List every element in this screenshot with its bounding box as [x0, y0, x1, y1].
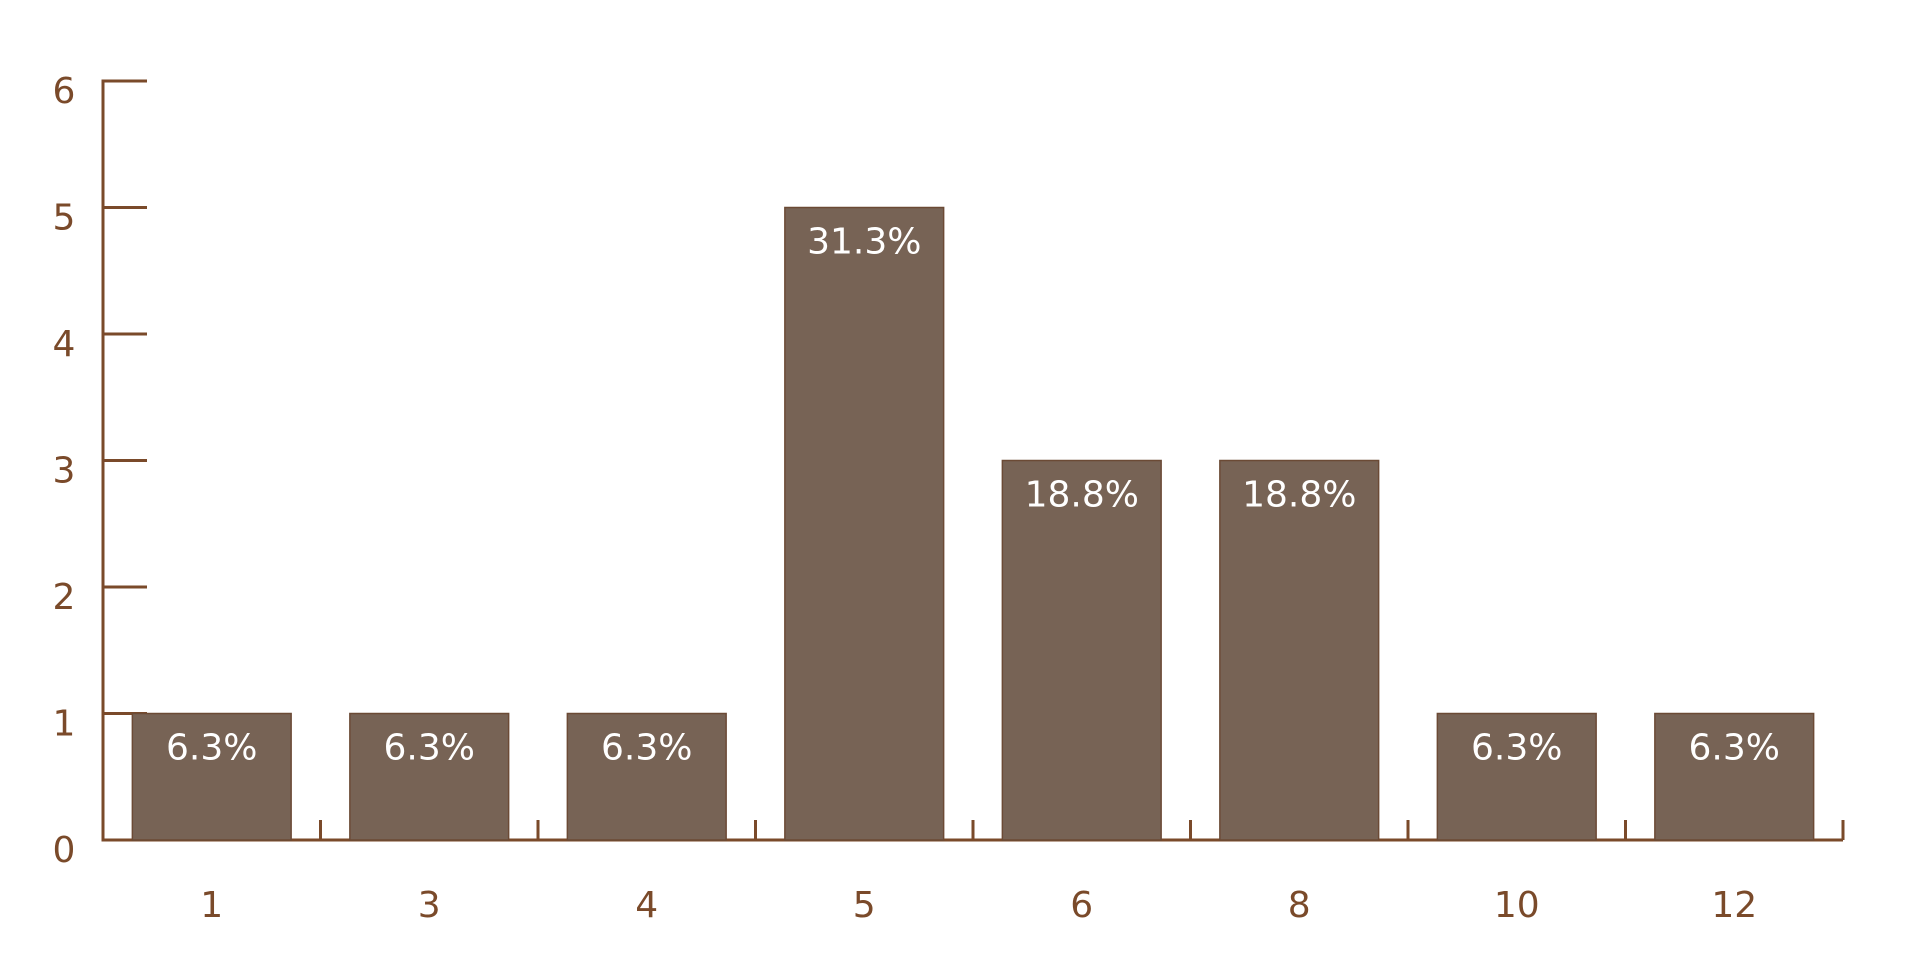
- y-tick-label: 4: [53, 324, 76, 365]
- x-tick-label: 1: [200, 885, 223, 926]
- bar: [1654, 712, 1815, 841]
- x-tick-label: 8: [1288, 885, 1311, 926]
- value-label: 18.8%: [1242, 475, 1356, 516]
- value-label: 6.3%: [1471, 728, 1562, 769]
- x-tick-label: 5: [853, 885, 876, 926]
- value-label: 18.8%: [1025, 475, 1139, 516]
- y-tick-label: 5: [53, 198, 76, 239]
- value-label: 31.3%: [807, 222, 921, 263]
- bar: [784, 206, 945, 841]
- bar: [566, 712, 727, 841]
- value-label: 6.3%: [1689, 728, 1780, 769]
- value-label: 6.3%: [601, 728, 692, 769]
- y-tick-label: 6: [53, 71, 76, 112]
- y-tick-label: 0: [53, 830, 76, 871]
- bar: [1436, 712, 1597, 841]
- bar: [131, 712, 292, 841]
- x-tick-label: 12: [1711, 885, 1757, 926]
- value-label: 6.3%: [166, 728, 257, 769]
- bar: [349, 712, 510, 841]
- y-tick-label: 1: [53, 704, 76, 745]
- bar: [1001, 459, 1162, 841]
- x-tick-label: 6: [1070, 885, 1093, 926]
- value-label: 6.3%: [384, 728, 475, 769]
- bar: [1219, 459, 1380, 841]
- x-tick-label: 3: [418, 885, 441, 926]
- x-tick-label: 4: [635, 885, 658, 926]
- x-tick-label: 10: [1494, 885, 1540, 926]
- y-tick-label: 3: [53, 451, 76, 492]
- y-tick-label: 2: [53, 577, 76, 618]
